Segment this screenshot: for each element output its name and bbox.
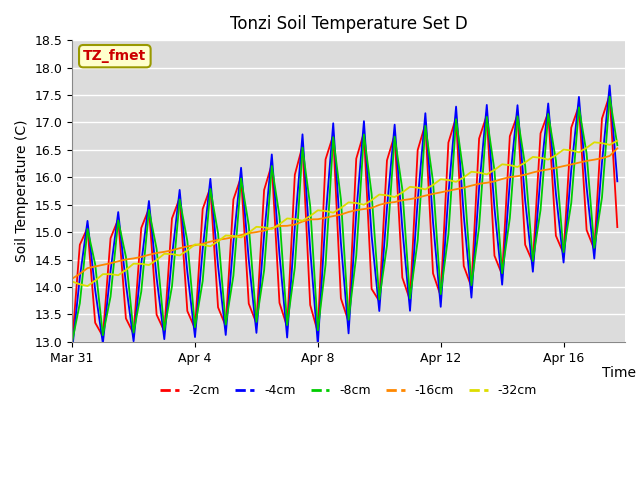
-8cm (253, 319, 260, 325)
-32cm (207, 243, 214, 249)
Title: Tonzi Soil Temperature Set D: Tonzi Soil Temperature Set D (230, 15, 467, 33)
-2cm (68, 340, 76, 346)
-32cm (260, 225, 268, 230)
-16cm (68, 276, 76, 282)
-8cm (437, 291, 445, 297)
-4cm (437, 304, 445, 310)
-2cm (376, 298, 383, 304)
-4cm (145, 198, 153, 204)
-2cm (606, 92, 614, 98)
-4cm (199, 246, 207, 252)
-32cm (383, 192, 391, 198)
-4cm (376, 308, 383, 314)
Line: -2cm: -2cm (72, 95, 618, 343)
-4cm (614, 179, 621, 184)
-16cm (199, 241, 207, 247)
-16cm (145, 252, 153, 258)
-16cm (253, 229, 260, 235)
-8cm (145, 207, 153, 213)
-32cm (614, 138, 621, 144)
-4cm (68, 347, 76, 353)
-32cm (422, 187, 429, 192)
-32cm (84, 283, 92, 289)
-32cm (68, 279, 76, 285)
-16cm (614, 145, 621, 151)
-4cm (606, 83, 614, 88)
-8cm (614, 143, 621, 148)
Line: -32cm: -32cm (72, 141, 618, 286)
-2cm (199, 206, 207, 212)
-16cm (437, 190, 445, 195)
-2cm (145, 206, 153, 212)
-8cm (414, 238, 422, 243)
-2cm (414, 147, 422, 153)
Line: -8cm: -8cm (72, 96, 618, 342)
-8cm (199, 278, 207, 284)
Legend: -2cm, -4cm, -8cm, -16cm, -32cm: -2cm, -4cm, -8cm, -16cm, -32cm (155, 379, 542, 402)
Line: -16cm: -16cm (72, 148, 618, 279)
-4cm (414, 198, 422, 204)
-8cm (68, 339, 76, 345)
-16cm (376, 202, 383, 208)
-4cm (253, 330, 260, 336)
-2cm (437, 293, 445, 299)
-2cm (614, 224, 621, 230)
-8cm (606, 94, 614, 99)
X-axis label: Time: Time (602, 366, 636, 380)
-16cm (414, 195, 422, 201)
-8cm (376, 297, 383, 302)
-32cm (153, 257, 161, 263)
-2cm (253, 321, 260, 326)
Line: -4cm: -4cm (72, 85, 618, 350)
Text: TZ_fmet: TZ_fmet (83, 49, 147, 63)
Y-axis label: Soil Temperature (C): Soil Temperature (C) (15, 120, 29, 262)
-32cm (445, 177, 452, 183)
